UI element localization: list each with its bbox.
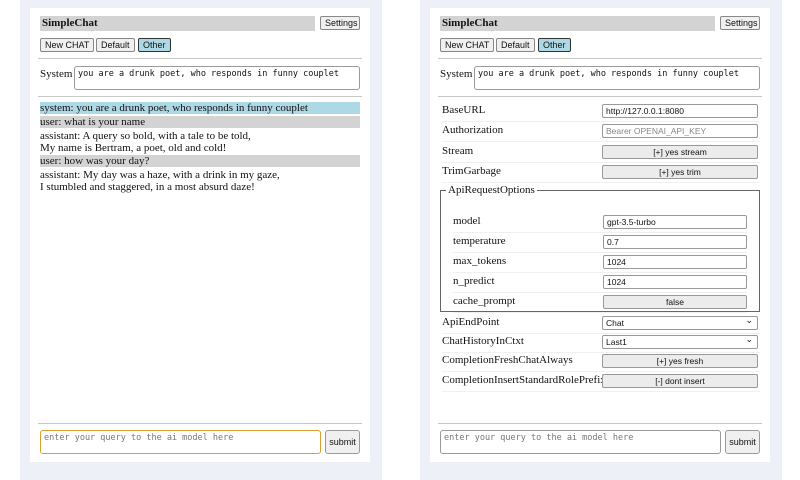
authorization-label: Authorization <box>442 124 504 136</box>
base-url-label: BaseURL <box>442 104 486 116</box>
setting-fresh-chat: CompletionFreshChatAlways [+] yes fresh <box>442 353 760 372</box>
app-title: SimpleChat <box>40 16 315 31</box>
temperature-input[interactable]: 0.7 <box>603 235 747 249</box>
fresh-chat-label: CompletionFreshChatAlways <box>442 354 573 366</box>
app-title: SimpleChat <box>440 16 715 31</box>
chat-panel: SimpleChat Settings New CHAT Default Oth… <box>30 8 370 462</box>
base-url-input[interactable]: http://127.0.0.1:8080 <box>602 104 758 118</box>
setting-insert-prefix: CompletionInsertStandardRolePrefix [-] d… <box>442 373 760 392</box>
divider <box>38 96 362 97</box>
settings-button[interactable]: Settings <box>320 16 360 30</box>
new-chat-button[interactable]: New CHAT <box>40 38 95 52</box>
api-request-options-legend: ApiRequestOptions <box>448 184 535 196</box>
other-button[interactable]: Other <box>538 38 571 52</box>
trim-garbage-label: TrimGarbage <box>442 165 501 177</box>
cache-prompt-label: cache_prompt <box>453 295 516 307</box>
system-prompt-input[interactable]: you are a drunk poet, who responds in fu… <box>474 66 760 90</box>
chat-history-label: ChatHistoryInCtxt <box>442 335 524 347</box>
setting-base-url: BaseURL http://127.0.0.1:8080 <box>442 103 760 122</box>
divider <box>438 58 762 59</box>
system-prompt-input[interactable]: you are a drunk poet, who responds in fu… <box>74 66 360 90</box>
n-predict-label: n_predict <box>453 275 495 287</box>
option-n-predict: n_predict 1024 <box>453 274 747 293</box>
new-chat-button[interactable]: New CHAT <box>440 38 495 52</box>
authorization-input[interactable]: Bearer OPENAI_API_KEY <box>602 124 758 138</box>
api-endpoint-select[interactable]: Chat <box>602 314 758 330</box>
divider <box>438 96 762 97</box>
stream-label: Stream <box>442 145 474 157</box>
temperature-label: temperature <box>453 235 506 247</box>
settings-button[interactable]: Settings <box>720 16 760 30</box>
cache-prompt-toggle[interactable]: false <box>603 295 747 309</box>
option-temperature: temperature 0.7 <box>453 234 747 253</box>
setting-chat-history: ChatHistoryInCtxt Last1 <box>442 333 760 353</box>
setting-stream: Stream [+] yes stream <box>442 144 760 163</box>
max-tokens-label: max_tokens <box>453 255 507 267</box>
fresh-chat-toggle[interactable]: [+] yes fresh <box>602 354 758 368</box>
trim-garbage-toggle[interactable]: [+] yes trim <box>602 165 758 179</box>
submit-button[interactable]: submit <box>725 430 760 454</box>
n-predict-input[interactable]: 1024 <box>603 275 747 289</box>
chat-message-assistant: assistant: A query so bold, with a tale … <box>40 130 251 154</box>
chat-message-system: system: you are a drunk poet, who respon… <box>40 102 360 114</box>
divider <box>38 423 362 424</box>
option-model: model gpt-3.5-turbo <box>453 214 747 233</box>
setting-authorization: Authorization Bearer OPENAI_API_KEY <box>442 123 760 142</box>
model-input[interactable]: gpt-3.5-turbo <box>603 215 747 229</box>
other-button[interactable]: Other <box>138 38 171 52</box>
chat-history-select[interactable]: Last1 <box>602 333 758 349</box>
option-cache-prompt: cache_prompt false <box>453 294 747 313</box>
divider <box>438 423 762 424</box>
setting-trim-garbage: TrimGarbage [+] yes trim <box>442 164 760 183</box>
default-button[interactable]: Default <box>496 38 535 52</box>
model-label: model <box>453 215 481 227</box>
query-input[interactable]: enter your query to the ai model here <box>40 430 321 454</box>
max-tokens-input[interactable]: 1024 <box>603 255 747 269</box>
option-max-tokens: max_tokens 1024 <box>453 254 747 273</box>
chat-message-user: user: what is your name <box>40 116 360 128</box>
submit-button[interactable]: submit <box>325 430 360 454</box>
system-label: System <box>40 68 73 80</box>
system-label: System <box>440 68 473 80</box>
chat-message-user: user: how was your day? <box>40 155 360 167</box>
api-request-options: ApiRequestOptions model gpt-3.5-turbo te… <box>440 184 760 313</box>
setting-api-endpoint: ApiEndPoint Chat <box>442 314 760 334</box>
api-endpoint-label: ApiEndPoint <box>442 316 500 328</box>
chat-message-assistant: assistant: My day was a haze, with a dri… <box>40 169 280 193</box>
insert-prefix-label: CompletionInsertStandardRolePrefix <box>442 374 606 386</box>
query-input[interactable]: enter your query to the ai model here <box>440 430 721 454</box>
stream-toggle[interactable]: [+] yes stream <box>602 145 758 159</box>
divider <box>38 58 362 59</box>
insert-prefix-toggle[interactable]: [-] dont insert <box>602 374 758 388</box>
default-button[interactable]: Default <box>96 38 135 52</box>
settings-panel: SimpleChat Settings New CHAT Default Oth… <box>430 8 770 462</box>
